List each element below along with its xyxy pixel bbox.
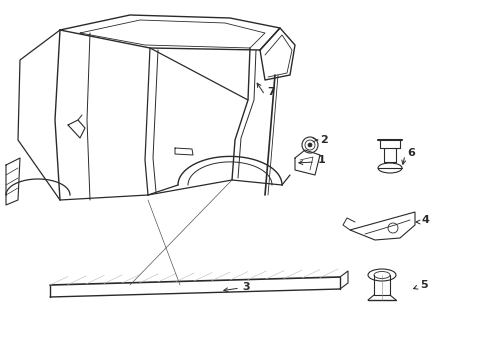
Text: 3: 3 [242, 282, 249, 292]
Text: 4: 4 [422, 215, 430, 225]
Text: 5: 5 [420, 280, 428, 290]
Text: 2: 2 [320, 135, 328, 145]
Circle shape [308, 143, 312, 147]
Text: 1: 1 [318, 155, 326, 165]
Text: 6: 6 [407, 148, 415, 158]
Text: 7: 7 [267, 87, 275, 97]
